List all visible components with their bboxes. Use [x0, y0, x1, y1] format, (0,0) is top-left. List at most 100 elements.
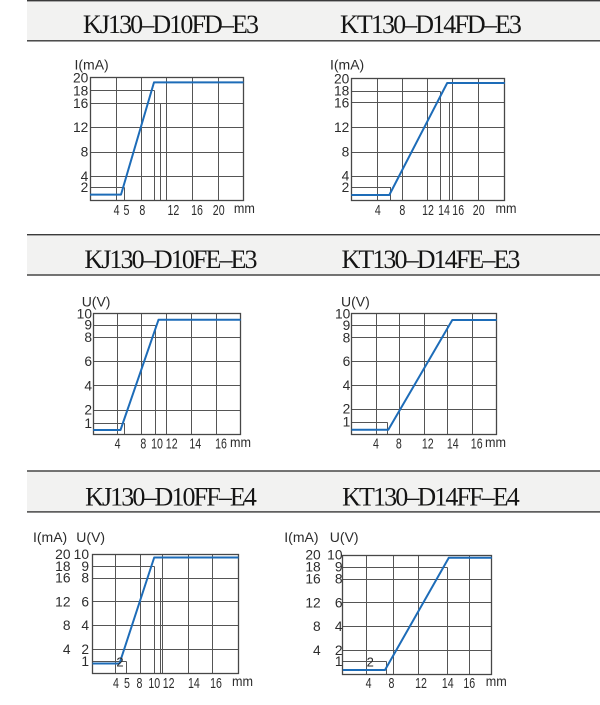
svg-text:2: 2 [116, 654, 123, 669]
svg-text:16: 16 [305, 572, 321, 587]
svg-text:18: 18 [334, 84, 350, 99]
svg-text:5: 5 [124, 675, 130, 692]
svg-text:20: 20 [213, 202, 225, 219]
svg-text:8: 8 [396, 436, 402, 453]
svg-text:5: 5 [124, 202, 130, 219]
svg-text:KJ130–D10FF–E4: KJ130–D10FF–E4 [85, 482, 257, 511]
svg-text:14: 14 [189, 436, 201, 453]
svg-text:8: 8 [399, 202, 405, 219]
svg-text:8: 8 [343, 330, 351, 345]
svg-text:1: 1 [84, 416, 92, 431]
svg-text:mm: mm [486, 673, 507, 689]
svg-text:12: 12 [415, 675, 427, 692]
svg-text:KT130–D14FD–E3: KT130–D14FD–E3 [340, 10, 521, 39]
svg-text:10: 10 [148, 675, 160, 692]
svg-text:4: 4 [375, 202, 381, 219]
svg-text:8: 8 [137, 675, 143, 692]
svg-text:12: 12 [422, 436, 434, 453]
svg-text:1: 1 [81, 654, 89, 669]
svg-text:4: 4 [313, 643, 321, 658]
svg-text:mm: mm [234, 200, 255, 216]
svg-text:14: 14 [442, 675, 454, 692]
svg-text:4: 4 [343, 378, 351, 393]
svg-text:16: 16 [215, 436, 227, 453]
svg-text:6: 6 [343, 354, 351, 369]
svg-text:2: 2 [343, 402, 351, 417]
svg-text:20: 20 [55, 547, 71, 562]
svg-text:14: 14 [447, 436, 459, 453]
svg-text:12: 12 [55, 594, 70, 609]
svg-text:2: 2 [81, 642, 89, 657]
svg-text:I(mA): I(mA) [284, 529, 318, 545]
svg-text:12: 12 [73, 120, 88, 135]
svg-text:10: 10 [77, 306, 93, 321]
svg-text:8: 8 [81, 571, 89, 586]
svg-text:18: 18 [55, 559, 71, 574]
svg-text:10: 10 [335, 307, 351, 322]
svg-text:16: 16 [471, 436, 483, 453]
svg-text:14: 14 [438, 202, 450, 219]
svg-text:12: 12 [163, 675, 175, 692]
svg-text:4: 4 [366, 675, 372, 692]
svg-text:8: 8 [84, 330, 92, 345]
svg-text:2: 2 [84, 403, 92, 418]
svg-text:16: 16 [452, 202, 464, 219]
svg-text:8: 8 [335, 572, 343, 587]
svg-text:10: 10 [327, 547, 343, 562]
svg-text:8: 8 [140, 436, 146, 453]
svg-text:12: 12 [334, 120, 349, 135]
svg-text:mm: mm [230, 434, 251, 450]
svg-text:20: 20 [73, 70, 89, 85]
svg-text:2: 2 [335, 643, 343, 658]
svg-text:9: 9 [343, 318, 351, 333]
svg-text:U(V): U(V) [330, 529, 359, 545]
svg-text:I(mA): I(mA) [33, 529, 67, 545]
svg-text:KJ130–D10FE–E3: KJ130–D10FE–E3 [84, 245, 256, 274]
svg-text:8: 8 [313, 619, 321, 634]
svg-text:14: 14 [188, 675, 200, 692]
svg-text:6: 6 [335, 595, 343, 610]
svg-text:mm: mm [485, 434, 506, 450]
svg-text:8: 8 [342, 145, 350, 160]
svg-text:U(V): U(V) [82, 294, 111, 310]
svg-text:16: 16 [191, 202, 203, 219]
svg-text:9: 9 [84, 318, 92, 333]
svg-text:10: 10 [74, 547, 90, 562]
svg-text:16: 16 [73, 96, 89, 111]
svg-text:20: 20 [334, 72, 350, 87]
svg-text:4: 4 [115, 436, 121, 453]
svg-text:1: 1 [335, 654, 343, 669]
svg-text:12: 12 [422, 202, 434, 219]
svg-text:2: 2 [342, 180, 350, 195]
svg-text:4: 4 [373, 436, 379, 453]
svg-text:4: 4 [342, 169, 350, 184]
svg-text:16: 16 [210, 675, 222, 692]
svg-text:9: 9 [335, 560, 343, 575]
svg-text:20: 20 [305, 547, 321, 562]
svg-text:12: 12 [305, 595, 320, 610]
svg-text:4: 4 [81, 169, 89, 184]
svg-text:I(mA): I(mA) [330, 57, 364, 73]
svg-text:16: 16 [55, 571, 71, 586]
svg-text:20: 20 [473, 202, 485, 219]
svg-text:mm: mm [496, 200, 517, 216]
svg-text:10: 10 [151, 436, 163, 453]
svg-text:4: 4 [63, 642, 71, 657]
svg-text:4: 4 [84, 378, 92, 393]
svg-text:mm: mm [232, 673, 253, 689]
svg-text:4: 4 [114, 202, 120, 219]
svg-text:U(V): U(V) [76, 529, 105, 545]
svg-text:6: 6 [84, 354, 92, 369]
svg-text:8: 8 [139, 202, 145, 219]
svg-text:8: 8 [81, 145, 89, 160]
svg-text:KT130–D14FF–E4: KT130–D14FF–E4 [342, 482, 520, 511]
svg-text:18: 18 [73, 84, 89, 99]
svg-text:16: 16 [334, 96, 350, 111]
svg-text:12: 12 [168, 202, 180, 219]
svg-text:4: 4 [81, 618, 89, 633]
svg-text:1: 1 [343, 415, 351, 430]
svg-text:I(mA): I(mA) [75, 57, 109, 73]
svg-text:KJ130–D10FD–E3: KJ130–D10FD–E3 [83, 10, 258, 39]
svg-text:16: 16 [463, 675, 475, 692]
svg-text:8: 8 [388, 675, 394, 692]
